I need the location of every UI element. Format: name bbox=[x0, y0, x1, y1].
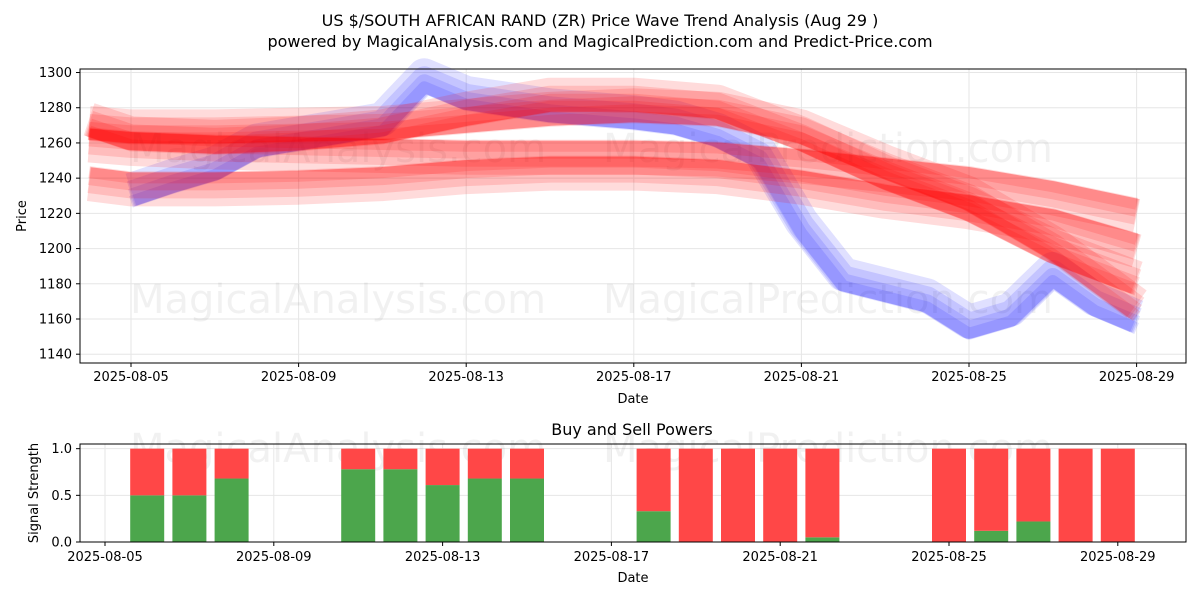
signal-x-tick-label: 2025-08-17 bbox=[574, 550, 650, 565]
signal-x-label: Date bbox=[617, 571, 648, 586]
red-wave-band bbox=[84, 85, 1142, 294]
sell-power-bar bbox=[214, 448, 249, 479]
sell-power-bar bbox=[805, 448, 840, 538]
red-wave-band bbox=[88, 128, 1140, 225]
sell-power-bar bbox=[383, 448, 418, 470]
sell-power-bar bbox=[172, 448, 207, 496]
buy-power-bar bbox=[383, 469, 418, 542]
red-wave-band bbox=[88, 111, 1141, 322]
red-wave-band bbox=[88, 128, 1139, 217]
red-wave-band bbox=[83, 77, 1143, 294]
price-x-ticks: 2025-08-05 2025-08-09 2025-08-13 2025-08-17… bbox=[93, 363, 1174, 385]
sell-power-bar bbox=[1100, 448, 1135, 542]
watermark-analysis-top: MagicalAnalysis.com bbox=[130, 126, 546, 172]
red-wave-band bbox=[86, 93, 1140, 295]
sell-power-bar bbox=[341, 448, 376, 470]
sell-power-bar bbox=[510, 448, 544, 479]
buy-power-bar bbox=[214, 478, 249, 542]
price-grid bbox=[80, 69, 1186, 363]
price-x-tick-label: 2025-08-17 bbox=[596, 370, 672, 385]
buy-power-bar bbox=[974, 530, 1009, 542]
sell-power-bar bbox=[974, 448, 1009, 531]
signal-y-label: Signal Strength bbox=[27, 443, 42, 543]
buy-power-bar bbox=[1016, 521, 1051, 542]
blue-wave-band bbox=[126, 66, 1142, 339]
signal-title: Buy and Sell Powers bbox=[551, 420, 713, 439]
price-x-label: Date bbox=[617, 392, 648, 407]
chart-subtitle: powered by MagicalAnalysis.com and Magic… bbox=[267, 32, 932, 51]
price-y-tick-label: 1240 bbox=[39, 172, 72, 187]
buy-power-bar bbox=[341, 469, 376, 542]
sell-power-bar bbox=[425, 448, 460, 486]
buy-power-bar bbox=[172, 495, 207, 542]
buy-power-bar bbox=[130, 495, 165, 542]
red-wave-band bbox=[88, 155, 1139, 245]
price-y-ticks: 1140 1160 1180 1200 1220 1240 1260 1280 1300 bbox=[39, 66, 80, 363]
buy-power-bar bbox=[510, 478, 544, 542]
buy-power-bar bbox=[425, 485, 460, 542]
sell-power-bar bbox=[1016, 448, 1051, 522]
signal-x-tick-label: 2025-08-09 bbox=[236, 550, 312, 565]
signal-x-tick-label: 2025-08-05 bbox=[67, 550, 143, 565]
sell-power-bar bbox=[467, 448, 502, 479]
watermark-prediction-mid: MagicalPrediction.com bbox=[603, 277, 1053, 323]
price-x-tick-label: 2025-08-13 bbox=[428, 370, 504, 385]
sell-power-bar bbox=[763, 448, 798, 542]
red-wave-band bbox=[87, 156, 1141, 260]
red-wave-band bbox=[87, 156, 1140, 252]
price-y-tick-label: 1300 bbox=[39, 66, 72, 81]
price-y-tick-label: 1220 bbox=[39, 207, 72, 222]
sell-power-bar bbox=[932, 448, 966, 542]
blue-wave-band bbox=[125, 58, 1144, 339]
watermark-analysis-mid: MagicalAnalysis.com bbox=[130, 277, 546, 323]
sell-power-bar bbox=[130, 448, 165, 496]
buy-power-bar bbox=[805, 537, 840, 542]
red-wave-band bbox=[86, 156, 1142, 268]
price-x-tick-label: 2025-08-21 bbox=[764, 370, 840, 385]
price-bands bbox=[83, 58, 1147, 340]
red-wave-band bbox=[88, 104, 1142, 320]
price-x-tick-label: 2025-08-09 bbox=[261, 370, 337, 385]
price-x-tick-label: 2025-08-29 bbox=[1099, 370, 1175, 385]
signal-x-tick-label: 2025-08-25 bbox=[911, 550, 987, 565]
red-wave-band bbox=[87, 128, 1141, 233]
signal-x-tick-label: 2025-08-29 bbox=[1080, 550, 1156, 565]
price-y-tick-label: 1260 bbox=[39, 136, 72, 151]
price-y-tick-label: 1200 bbox=[39, 242, 72, 257]
signal-x-ticks: 2025-08-05 2025-08-09 2025-08-13 2025-08-17… bbox=[67, 542, 1156, 565]
blue-wave-band bbox=[129, 81, 1139, 340]
signal-x-tick-label: 2025-08-21 bbox=[742, 550, 818, 565]
red-wave-band bbox=[88, 127, 1138, 210]
watermark-prediction-top: MagicalPrediction.com bbox=[603, 126, 1053, 172]
price-x-tick-label: 2025-08-25 bbox=[931, 370, 1007, 385]
price-plot-frame bbox=[79, 68, 1187, 364]
red-wave-band bbox=[88, 96, 1145, 319]
signal-y-tick-label: 1.0 bbox=[51, 442, 72, 457]
signal-bars bbox=[130, 448, 1135, 542]
price-y-tick-label: 1160 bbox=[39, 312, 72, 327]
price-y-label: Price bbox=[15, 200, 30, 232]
sell-power-bar bbox=[721, 448, 755, 542]
red-wave-band bbox=[87, 88, 1147, 318]
price-y-tick-label: 1280 bbox=[39, 101, 72, 116]
signal-y-tick-label: 0.5 bbox=[51, 489, 72, 504]
chart-title: US $/SOUTH AFRICAN RAND (ZR) Price Wave … bbox=[322, 11, 879, 30]
buy-power-bar bbox=[636, 511, 671, 542]
price-x-tick-label: 2025-08-05 bbox=[93, 370, 169, 385]
signal-x-tick-label: 2025-08-13 bbox=[405, 550, 481, 565]
red-wave-band bbox=[87, 100, 1139, 296]
price-y-tick-label: 1180 bbox=[39, 277, 72, 292]
price-watermarks: MagicalAnalysis.com MagicalPrediction.co… bbox=[130, 126, 1053, 323]
sell-power-bar bbox=[678, 448, 713, 542]
blue-wave-band bbox=[128, 74, 1141, 339]
sell-power-bar bbox=[636, 448, 671, 512]
price-y-tick-label: 1140 bbox=[39, 348, 72, 363]
signal-plot-frame bbox=[79, 443, 1187, 543]
signal-y-ticks: 0.0 0.5 1.0 bbox=[51, 442, 80, 551]
signal-y-tick-label: 0.0 bbox=[51, 536, 72, 551]
buy-power-bar bbox=[467, 478, 502, 542]
sell-power-bar bbox=[1058, 448, 1093, 542]
